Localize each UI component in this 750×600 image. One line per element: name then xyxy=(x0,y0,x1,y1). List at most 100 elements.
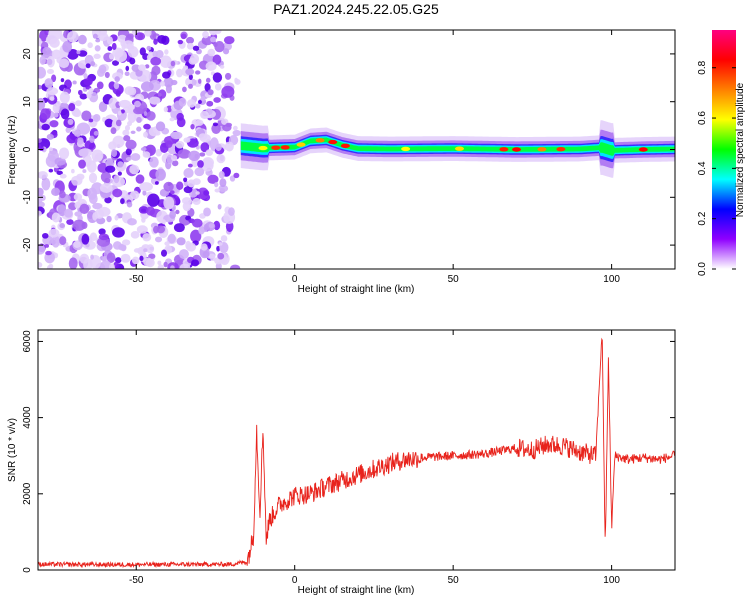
noise-blob xyxy=(74,201,81,209)
noise-blob xyxy=(130,231,140,239)
noise-blob xyxy=(170,60,176,67)
noise-blob xyxy=(129,164,140,175)
noise-blob xyxy=(186,36,195,44)
noise-blob xyxy=(124,124,131,131)
noise-blob xyxy=(214,41,225,53)
noise-blob xyxy=(92,158,98,163)
noise-blob xyxy=(157,264,165,269)
noise-blob xyxy=(62,40,73,53)
snr-x-tick-label: -50 xyxy=(129,575,144,586)
colorbar-tick-label: 0.6 xyxy=(697,111,708,125)
track-peak xyxy=(556,146,566,152)
noise-blob xyxy=(96,68,105,77)
noise-blob xyxy=(175,140,185,149)
track-peak xyxy=(499,147,509,152)
noise-blob xyxy=(127,218,137,226)
noise-blob xyxy=(157,260,162,266)
noise-blob xyxy=(112,188,123,198)
noise-blob xyxy=(93,130,99,136)
noise-blob xyxy=(66,219,74,226)
noise-blob xyxy=(200,142,210,153)
noise-blob xyxy=(95,38,101,43)
noise-blob xyxy=(114,76,120,83)
noise-blob xyxy=(59,190,66,199)
noise-blob xyxy=(112,135,125,148)
noise-blob xyxy=(72,219,86,231)
noise-blob xyxy=(76,50,81,55)
noise-blob xyxy=(171,155,178,162)
noise-blob xyxy=(96,81,104,90)
noise-blob xyxy=(224,141,234,152)
noise-blob xyxy=(207,89,214,96)
noise-blob xyxy=(44,78,54,89)
noise-blob xyxy=(211,123,221,134)
noise-blob xyxy=(157,93,162,97)
noise-blob xyxy=(127,121,132,127)
noise-blob xyxy=(202,251,210,258)
noise-blob xyxy=(219,178,227,188)
noise-blob xyxy=(113,241,122,250)
noise-blob xyxy=(81,233,90,245)
noise-blob xyxy=(115,90,121,97)
noise-blob xyxy=(112,47,124,58)
noise-blob xyxy=(77,137,84,145)
noise-blob xyxy=(125,157,132,161)
noise-blob xyxy=(179,263,191,269)
noise-blob xyxy=(110,127,117,135)
noise-blob xyxy=(165,140,173,148)
noise-blob xyxy=(65,127,71,134)
noise-blob xyxy=(144,64,150,69)
noise-blob xyxy=(156,225,166,234)
noise-blob xyxy=(190,123,195,130)
noise-blob xyxy=(46,87,59,96)
track-peak xyxy=(315,138,325,143)
noise-blob xyxy=(51,235,60,248)
noise-blob xyxy=(46,58,53,66)
noise-blob xyxy=(197,160,204,168)
snr-y-axis-label: SNR (10 * v/v) xyxy=(7,418,18,482)
track-peak xyxy=(296,142,306,147)
noise-blob xyxy=(113,81,120,90)
noise-blob xyxy=(208,223,215,229)
noise-blob xyxy=(45,154,57,168)
noise-blob xyxy=(223,36,235,45)
noise-blob xyxy=(221,85,235,98)
snr-panel: -50 0 50 100 0 2000 4000 6000 Height of straig… xyxy=(7,329,676,596)
noise-blob xyxy=(129,57,136,65)
noise-blob xyxy=(139,255,144,262)
noise-blob xyxy=(105,165,116,173)
noise-blob xyxy=(188,83,193,89)
noise-blob xyxy=(108,53,115,60)
noise-blob xyxy=(92,33,98,39)
noise-blob xyxy=(161,249,167,257)
noise-blob xyxy=(176,237,186,246)
noise-blob xyxy=(115,119,122,127)
noise-blob xyxy=(44,244,49,248)
noise-blob xyxy=(98,228,106,235)
noise-blob xyxy=(214,30,222,34)
spectrogram-x-tick-label: 0 xyxy=(292,274,298,285)
noise-blob xyxy=(176,181,184,191)
snr-x-axis-label: Height of straight line (km) xyxy=(298,585,415,596)
noise-blob xyxy=(139,182,153,192)
noise-blob xyxy=(111,60,120,66)
noise-blob xyxy=(205,61,217,71)
noise-blob xyxy=(113,174,120,184)
noise-blob xyxy=(38,261,43,268)
noise-blob xyxy=(71,168,75,174)
noise-blob xyxy=(39,55,46,65)
noise-blob xyxy=(78,148,92,158)
noise-blob xyxy=(219,64,225,69)
noise-blob xyxy=(212,122,219,127)
noise-blob xyxy=(170,131,183,140)
noise-blob xyxy=(138,206,149,214)
noise-blob xyxy=(38,97,46,111)
noise-blob xyxy=(169,190,175,195)
noise-blob xyxy=(163,106,168,113)
noise-blob xyxy=(161,219,166,225)
noise-blob xyxy=(106,215,112,223)
noise-blob xyxy=(53,112,59,118)
noise-blob xyxy=(73,129,81,137)
track-peak xyxy=(258,145,268,151)
noise-blob xyxy=(111,149,118,158)
